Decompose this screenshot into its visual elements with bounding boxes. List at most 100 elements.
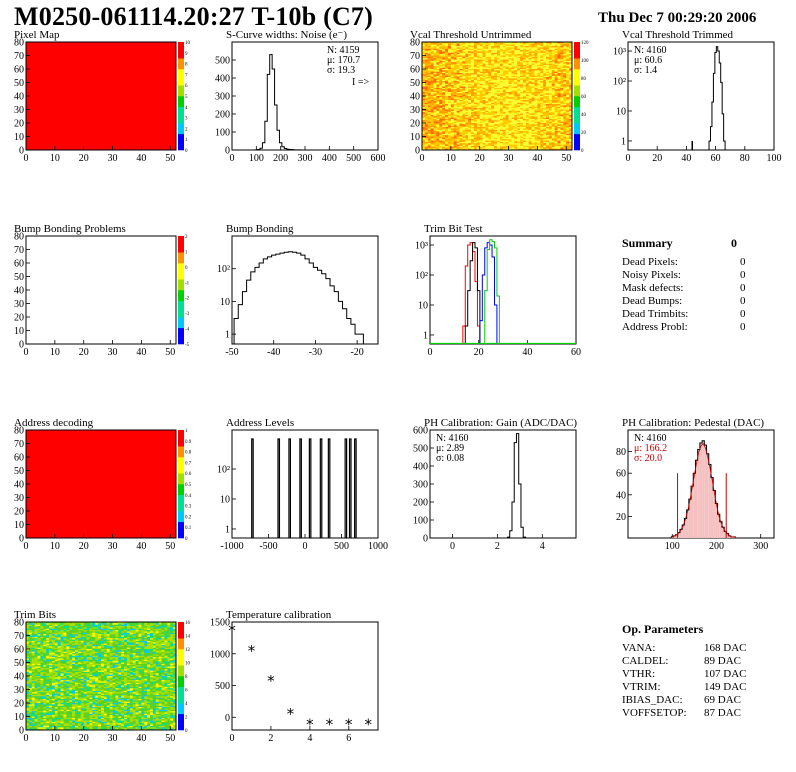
heatmap-cell xyxy=(560,108,564,110)
heatmap-cell xyxy=(497,69,501,71)
heatmap-cell xyxy=(517,124,521,126)
heatmap-cell xyxy=(26,671,30,674)
heatmap-cell xyxy=(537,123,541,125)
heatmap-cell xyxy=(517,123,521,125)
heatmap-cell xyxy=(511,85,515,87)
heatmap-cell xyxy=(546,94,550,97)
heatmap-cell xyxy=(528,116,532,118)
heatmap-cell xyxy=(528,87,532,90)
heatmap-cell xyxy=(471,131,475,133)
heatmap-cell xyxy=(522,81,527,83)
heatmap-cell xyxy=(459,85,463,87)
heatmap-cell xyxy=(459,137,463,140)
heatmap-cell xyxy=(430,86,434,89)
heatmap-cell xyxy=(505,124,509,126)
heatmap-cell xyxy=(468,133,472,136)
heatmap-cell xyxy=(488,131,492,133)
heatmap-cell xyxy=(566,69,570,71)
heatmap-cell xyxy=(462,63,466,66)
heatmap-cell xyxy=(557,42,561,44)
heatmap-cell xyxy=(554,141,558,144)
heatmap-cell xyxy=(473,78,478,81)
heatmap-cell xyxy=(442,105,446,108)
heatmap-cell xyxy=(462,136,466,139)
heatmap-cell xyxy=(31,636,35,639)
heatmap-cell xyxy=(491,78,495,81)
heatmap-cell xyxy=(485,97,489,99)
heatmap-cell xyxy=(479,139,483,141)
heatmap-cell xyxy=(488,117,492,120)
heatmap-cell xyxy=(537,128,541,131)
heatmap-cell xyxy=(508,116,512,118)
heatmap-cell xyxy=(479,133,483,136)
heatmap-cell xyxy=(479,47,483,50)
heatmap-cell xyxy=(473,82,478,85)
y-tick-label: 10² xyxy=(217,465,230,476)
heatmap-cell xyxy=(488,63,492,66)
heatmap-cell xyxy=(453,123,457,125)
heatmap-cell xyxy=(502,144,506,147)
heatmap-cell xyxy=(453,117,457,120)
heatmap-cell xyxy=(28,624,33,627)
heatmap-cell xyxy=(485,110,489,113)
heatmap-cell xyxy=(485,77,489,79)
heatmap-cell xyxy=(569,77,573,79)
heatmap-cell xyxy=(557,101,561,104)
heatmap-cell xyxy=(442,52,446,55)
heatmap-cell xyxy=(26,719,30,721)
heatmap-cell xyxy=(459,67,463,70)
heatmap-cell xyxy=(436,46,440,48)
heatmap-cell xyxy=(514,133,518,136)
heatmap-cell xyxy=(488,67,492,70)
heatmap-cell xyxy=(482,121,486,124)
heatmap-cell xyxy=(488,148,492,151)
heatmap-cell xyxy=(511,116,515,118)
heatmap-cell xyxy=(494,100,498,102)
heatmap-cell xyxy=(557,104,561,106)
heatmap-cell xyxy=(543,93,547,95)
heatmap-cell xyxy=(505,46,509,48)
heatmap-cell xyxy=(422,78,426,81)
heatmap-cell xyxy=(462,69,466,71)
heatmap-cell xyxy=(557,66,561,68)
heatmap-cell xyxy=(473,96,478,98)
heatmap-cell xyxy=(473,64,478,67)
heatmap-cell xyxy=(537,87,541,90)
heatmap-cell xyxy=(534,60,538,63)
heatmap-cell xyxy=(427,127,431,129)
heatmap-cell xyxy=(26,728,30,731)
heatmap-cell xyxy=(548,140,553,143)
heatmap-cell xyxy=(534,54,538,56)
heatmap-cell xyxy=(508,90,512,93)
heatmap-cell xyxy=(502,98,506,101)
heatmap-cell xyxy=(548,71,553,74)
heatmap-cell xyxy=(531,75,535,78)
heatmap-cell xyxy=(525,143,530,145)
heatmap-cell xyxy=(491,74,495,77)
heatmap-cell xyxy=(566,56,570,59)
heatmap-cell xyxy=(514,66,518,68)
heatmap-cell xyxy=(488,62,492,64)
heatmap-cell xyxy=(459,63,463,66)
heatmap-cell xyxy=(34,707,38,709)
heatmap-cell xyxy=(514,104,518,106)
heatmap-cell xyxy=(482,129,486,132)
palette-segment xyxy=(178,338,184,345)
palette-label: 0 xyxy=(185,266,188,271)
palette-segment xyxy=(178,268,184,275)
heatmap-cell xyxy=(554,145,558,148)
heatmap-cell xyxy=(473,58,478,60)
heatmap-cell xyxy=(540,91,544,94)
heatmap-cell xyxy=(531,97,535,99)
heatmap-cell xyxy=(482,116,486,118)
heatmap-cell xyxy=(511,67,515,70)
heatmap-cell xyxy=(563,135,567,137)
heatmap-cell xyxy=(522,93,527,95)
heatmap-cell xyxy=(546,47,550,50)
heatmap-cell xyxy=(528,69,532,71)
heatmap-cell xyxy=(462,110,466,113)
heatmap-cell xyxy=(502,67,506,70)
heatmap-cell xyxy=(497,117,501,120)
palette-segment xyxy=(178,311,184,318)
heatmap-cell xyxy=(471,67,475,70)
